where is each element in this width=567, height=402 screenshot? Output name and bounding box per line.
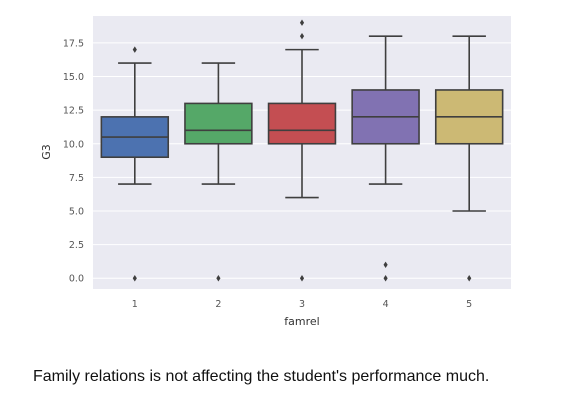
caption-text: Family relations is not affecting the st…: [33, 368, 490, 385]
y-tick-label: 17.5: [63, 38, 84, 49]
y-tick-label: 12.5: [63, 106, 84, 117]
outlier-point: [132, 46, 137, 53]
box-group-1: [100, 46, 170, 282]
box-iqr: [184, 102, 253, 145]
x-tick-labels: 1 2 3 4 5: [132, 299, 472, 310]
box-group-4: [351, 35, 420, 282]
outlier-point: [299, 32, 305, 40]
y-tick-label: 5.0: [69, 207, 84, 218]
boxplot-chart: 0.0 2.5 5.0 7.5 10.0 12.5 15.0 17.5 1 2 3 4 5 famre…: [40, 16, 511, 328]
outlier-point: [299, 19, 305, 26]
outlier-point: [467, 275, 472, 282]
box-iqr: [267, 102, 337, 145]
boxes: [100, 19, 504, 282]
outlier-point: [383, 261, 388, 268]
outlier-point: [299, 275, 305, 282]
y-tick-label: 15.0: [63, 72, 84, 83]
box-group-2: [184, 62, 253, 282]
x-tick-label: 5: [466, 299, 472, 310]
outlier-point: [216, 275, 221, 282]
x-tick-label: 3: [299, 299, 305, 310]
y-tick-labels: 0.0 2.5 5.0 7.5 10.0 12.5 15.0 17.5: [63, 38, 84, 284]
y-tick-label: 7.5: [69, 173, 84, 184]
x-tick-label: 2: [215, 299, 221, 310]
outlier-point: [132, 275, 137, 282]
x-axis-label: famrel: [284, 315, 319, 328]
y-tick-label: 2.5: [69, 240, 84, 251]
y-axis-label: G3: [40, 144, 53, 160]
outlier-point: [383, 275, 388, 282]
y-tick-label: 0.0: [69, 274, 84, 285]
x-tick-label: 1: [132, 299, 138, 310]
y-tick-label: 10.0: [63, 139, 84, 150]
box-group-5: [434, 35, 504, 282]
box-group-3: [267, 19, 337, 282]
x-tick-label: 4: [383, 299, 389, 310]
